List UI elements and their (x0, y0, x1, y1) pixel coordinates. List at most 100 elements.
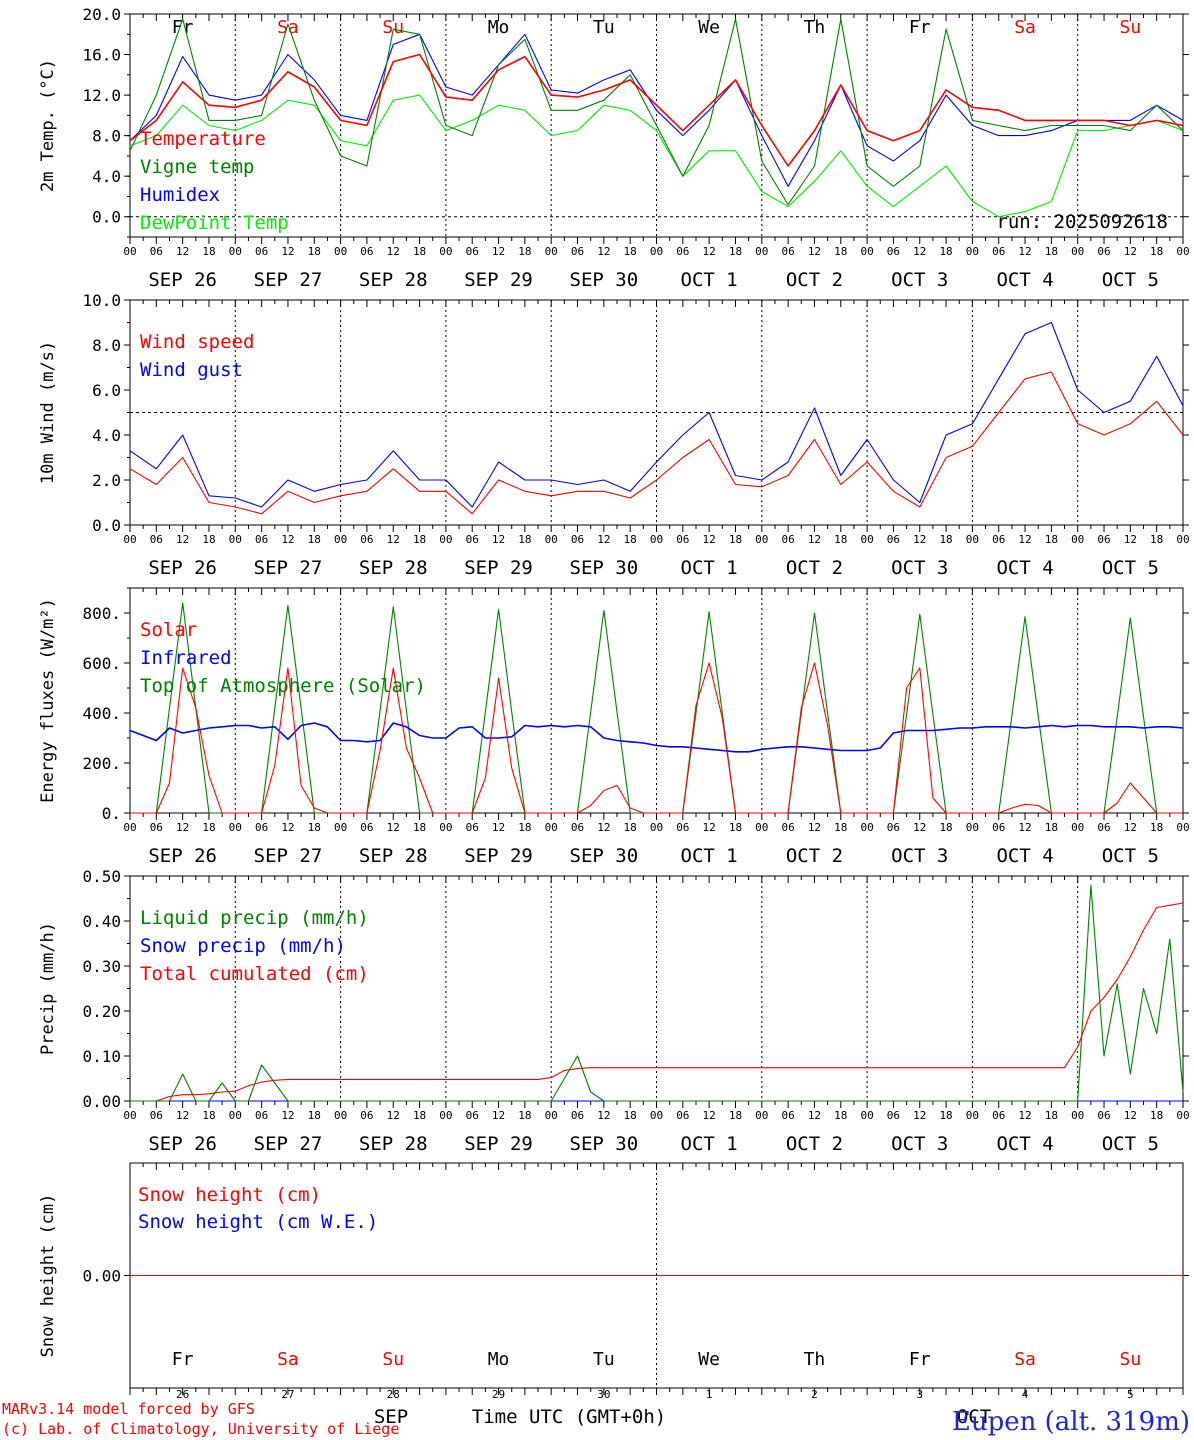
weekday-label: We (698, 1349, 720, 1370)
series-line-total-cumulated-cm (130, 902, 1184, 1102)
y-tick-label: 10.0 (82, 291, 121, 310)
date-label: SEP 27 (254, 557, 323, 579)
hour-tick-label: 18 (834, 1109, 847, 1122)
day-number: 29 (492, 1388, 505, 1401)
hour-tick-label: 00 (966, 533, 979, 546)
hour-tick-label: 12 (176, 533, 189, 546)
hour-tick-label: 06 (466, 245, 479, 258)
hour-tick-label: 12 (1124, 533, 1137, 546)
hour-tick-label: 18 (834, 533, 847, 546)
date-label: SEP 28 (359, 845, 428, 867)
hour-tick-label: 18 (413, 533, 426, 546)
y-axis-label: Energy fluxes (W/m²) (38, 598, 58, 803)
hour-tick-label: 12 (176, 245, 189, 258)
hour-tick-label: 00 (860, 245, 873, 258)
month-label-oct: OCT (957, 1406, 991, 1428)
legend-entry: Snow precip (mm/h) (140, 935, 346, 957)
hour-tick-label: 00 (650, 821, 663, 834)
hour-tick-label: 06 (676, 533, 689, 546)
y-tick-label: 6.0 (92, 381, 121, 400)
y-tick-label: 800. (82, 604, 121, 623)
legend-entry: Temperature (140, 128, 266, 150)
y-tick-label: 8.0 (92, 336, 121, 355)
panel-2: 0.0 2.0 4.0 6.0 8.0 10.0 10m Wind (m/s) 00 06 12 1… (38, 291, 1190, 579)
hour-tick-label: 06 (782, 821, 795, 834)
hour-tick-label: 18 (939, 245, 952, 258)
hour-tick-label: 06 (676, 1109, 689, 1122)
hour-tick-label: 00 (650, 245, 663, 258)
y-tick-label: 0.10 (82, 1047, 121, 1066)
date-label: OCT 4 (996, 1133, 1053, 1155)
hour-tick-label: 18 (939, 1109, 952, 1122)
hour-tick-label: 18 (518, 245, 531, 258)
y-tick-label: 2.0 (92, 471, 121, 490)
hour-tick-label: 06 (992, 821, 1005, 834)
hour-tick-label: 06 (360, 1109, 373, 1122)
hour-tick-label: 12 (1018, 533, 1031, 546)
hour-tick-label: 00 (755, 821, 768, 834)
y-tick-label: 0.00 (82, 1267, 121, 1286)
y-tick-label: 0.40 (82, 912, 121, 931)
hour-tick-label: 12 (281, 245, 294, 258)
day-number: 28 (387, 1388, 400, 1401)
hour-tick-label: 18 (413, 821, 426, 834)
hour-tick-label: 00 (966, 245, 979, 258)
hour-tick-label: 06 (255, 245, 268, 258)
hour-tick-label: 12 (387, 533, 400, 546)
y-tick-label: 0.00 (82, 1092, 121, 1111)
hour-tick-label: 06 (887, 1109, 900, 1122)
hour-tick-label: 00 (334, 1109, 347, 1122)
hour-tick-label: 18 (729, 533, 742, 546)
weekday-label: Th (804, 1349, 826, 1370)
series-line-wind-gust (129, 321, 1184, 508)
hour-tick-label: 18 (939, 821, 952, 834)
hour-tick-label: 00 (229, 1109, 242, 1122)
hour-tick-label: 12 (281, 1109, 294, 1122)
hour-tick-label: 00 (650, 1109, 663, 1122)
date-label: OCT 3 (891, 845, 948, 867)
hour-tick-label: 12 (703, 245, 716, 258)
legend-entry: Top of Atmosphere (Solar) (140, 675, 426, 697)
date-label: SEP 29 (464, 557, 533, 579)
hour-tick-label: 00 (439, 533, 452, 546)
hour-tick-label: 12 (1018, 821, 1031, 834)
hour-tick-label: 00 (1176, 1109, 1189, 1122)
hour-tick-label: 12 (1124, 821, 1137, 834)
hour-tick-label: 18 (624, 245, 637, 258)
hour-tick-label: 00 (755, 1109, 768, 1122)
weekday-label: Sa (277, 1349, 299, 1370)
month-label-sep: SEP (374, 1406, 408, 1428)
hour-tick-label: 12 (913, 821, 926, 834)
series-line-wind-speed (129, 371, 1184, 515)
hour-tick-label: 12 (176, 1109, 189, 1122)
date-label: SEP 29 (464, 1133, 533, 1155)
station-label: Eupen (alt. 319m) (952, 1407, 1190, 1437)
hour-tick-label: 06 (676, 821, 689, 834)
hour-tick-label: 06 (992, 533, 1005, 546)
hour-tick-label: 00 (650, 533, 663, 546)
date-label: OCT 5 (1102, 557, 1159, 579)
hour-tick-label: 00 (860, 1109, 873, 1122)
date-label: SEP 28 (359, 269, 428, 291)
y-tick-label: 0.30 (82, 957, 121, 976)
hour-tick-label: 12 (1124, 245, 1137, 258)
hour-tick-label: 06 (887, 533, 900, 546)
date-label: SEP 26 (148, 557, 217, 579)
hour-tick-label: 00 (439, 821, 452, 834)
y-tick-label: 0. (102, 804, 121, 823)
hour-tick-label: 12 (808, 821, 821, 834)
hour-tick-label: 06 (466, 821, 479, 834)
date-label: OCT 5 (1102, 845, 1159, 867)
date-label: SEP 28 (359, 557, 428, 579)
hour-tick-label: 00 (439, 1109, 452, 1122)
hour-tick-label: 18 (308, 1109, 321, 1122)
weekday-label: Sa (277, 17, 299, 38)
hour-tick-label: 06 (360, 533, 373, 546)
hour-tick-label: 12 (597, 533, 610, 546)
hour-tick-label: 06 (255, 1109, 268, 1122)
hour-tick-label: 06 (782, 533, 795, 546)
hour-tick-label: 18 (729, 245, 742, 258)
hour-tick-label: 06 (782, 1109, 795, 1122)
hour-tick-label: 18 (413, 245, 426, 258)
